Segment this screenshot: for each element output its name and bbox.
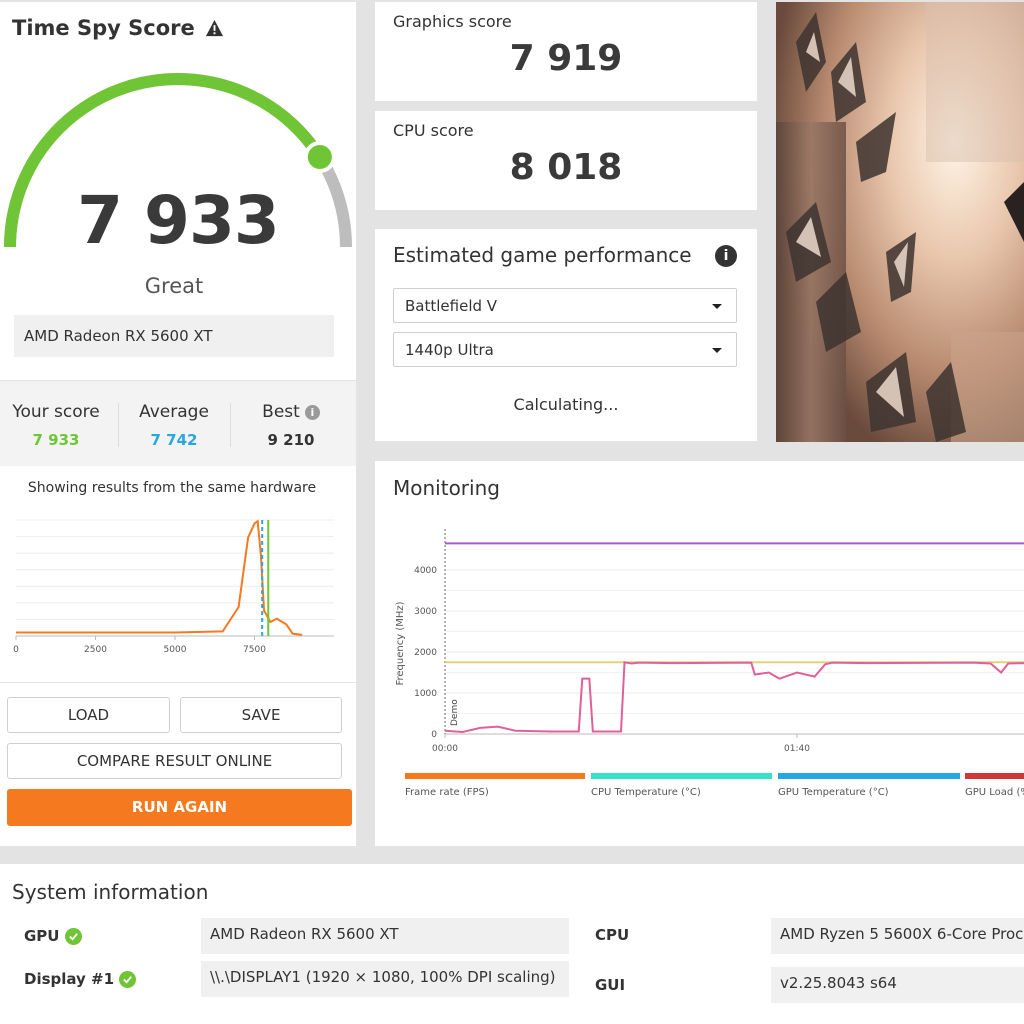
x-tick-label: 00:00: [432, 744, 458, 754]
graphics-score-card: Graphics score 7 919: [375, 2, 757, 101]
gauge-fill: [4, 73, 325, 248]
warning-icon[interactable]: [205, 19, 224, 38]
system-information-card: System information GPU AMD Radeon RX 560…: [0, 864, 1024, 1024]
best-stat: Best i 9 210: [236, 381, 346, 467]
y-tick-label: 3000: [414, 607, 437, 617]
chevron-down-icon: [712, 304, 722, 309]
gpu-label: GPU: [24, 927, 60, 945]
display-label: Display #1: [24, 970, 115, 988]
check-icon: [64, 927, 82, 945]
legend-item-frame-rate[interactable]: Frame rate (FPS): [405, 773, 585, 803]
load-button[interactable]: LOAD: [7, 697, 170, 733]
score-card: Time Spy Score 7 933 Great AMD Radeon RX…: [0, 2, 356, 846]
divider: [118, 403, 119, 447]
gpu-name: AMD Radeon RX 5600 XT: [14, 315, 334, 357]
your-score-value: 7 933: [32, 431, 80, 449]
x-tick-label: 01:40: [784, 744, 810, 754]
display-label-row: Display #1: [24, 970, 137, 988]
your-score-stat: Your score 7 933: [0, 381, 112, 467]
info-icon[interactable]: i: [304, 404, 320, 420]
average-value: 7 742: [150, 431, 198, 449]
y-tick-label: 0: [431, 730, 437, 740]
compare-online-button[interactable]: COMPARE RESULT ONLINE: [7, 743, 342, 779]
cpu-score-label: CPU score: [393, 121, 474, 140]
best-value: 9 210: [267, 431, 315, 449]
distribution-line: [16, 519, 303, 636]
legend-label: GPU Load (%): [965, 787, 1024, 798]
gpu-label-row: GPU: [24, 927, 82, 945]
y-axis-label: Frequency (MHz): [395, 601, 406, 685]
gui-value: v2.25.8043 s64: [771, 967, 1024, 1003]
total-score: 7 933: [77, 182, 280, 259]
pink-series-line: [444, 661, 1024, 733]
score-title: Time Spy Score: [12, 16, 195, 40]
chevron-down-icon: [712, 348, 722, 353]
your-score-label: Your score: [12, 402, 100, 422]
artwork-image: [776, 2, 1024, 442]
divider: [0, 682, 356, 683]
cpu-label: CPU: [595, 926, 630, 944]
performance-status: Calculating...: [513, 395, 619, 414]
y-tick-label: 1000: [414, 689, 437, 699]
monitoring-chart: 0 1000 2000 3000 4000 Frequency (MHz) 00:00 01:…: [395, 529, 1024, 754]
best-label: Best: [262, 402, 300, 422]
gauge-knob: [303, 140, 336, 173]
x-tick-label: 7500: [243, 645, 266, 655]
score-distribution-chart: 0 2500 5000 7500: [13, 519, 334, 655]
display-value: \\.\DISPLAY1 (1920 × 1080, 100% DPI scal…: [201, 961, 569, 997]
legend-swatch: [778, 773, 960, 779]
score-header: Time Spy Score: [12, 16, 224, 40]
save-button[interactable]: SAVE: [180, 697, 342, 733]
game-select-value: Battlefield V: [405, 297, 498, 315]
legend-swatch: [591, 773, 772, 779]
legend-label: CPU Temperature (°C): [591, 787, 701, 798]
legend-swatch: [965, 773, 1024, 779]
y-tick-label: 4000: [414, 566, 437, 576]
gpu-value: AMD Radeon RX 5600 XT: [201, 918, 569, 954]
annotation-demo: Demo: [450, 699, 460, 726]
legend-item-gpu-load[interactable]: GPU Load (%): [965, 773, 1024, 803]
check-icon: [119, 970, 137, 988]
system-information-title: System information: [12, 880, 209, 904]
average-label: Average: [139, 402, 209, 422]
x-tick-label: 5000: [164, 645, 187, 655]
distribution-title: Showing results from the same hardware: [27, 480, 317, 496]
score-rating: Great: [144, 274, 204, 298]
cpu-score-value: 8 018: [509, 147, 623, 188]
monitoring-title: Monitoring: [393, 476, 500, 500]
legend-item-gpu-temperature[interactable]: GPU Temperature (°C): [778, 773, 960, 803]
benchmark-artwork: [776, 2, 1024, 442]
run-again-button[interactable]: RUN AGAIN: [7, 789, 352, 826]
x-tick-label: 2500: [84, 645, 107, 655]
legend-label: Frame rate (FPS): [405, 787, 489, 798]
preset-select[interactable]: 1440p Ultra: [393, 332, 737, 367]
graphics-score-label: Graphics score: [393, 12, 512, 31]
gui-label: GUI: [595, 976, 626, 994]
legend-swatch: [405, 773, 585, 779]
score-comparison: Your score 7 933 Average 7 742 Best i 9 2…: [0, 380, 356, 466]
average-stat: Average 7 742: [118, 381, 230, 467]
graphics-score-value: 7 919: [509, 38, 623, 79]
divider: [230, 403, 231, 447]
legend-label: GPU Temperature (°C): [778, 787, 889, 798]
cpu-score-card: CPU score 8 018: [375, 111, 757, 210]
y-tick-label: 2000: [414, 648, 437, 658]
legend-item-cpu-temperature[interactable]: CPU Temperature (°C): [591, 773, 772, 803]
game-select[interactable]: Battlefield V: [393, 288, 737, 323]
info-icon[interactable]: i: [715, 245, 737, 267]
game-performance-card: Estimated game performance i Battlefield…: [375, 229, 757, 441]
x-tick-label: 0: [13, 645, 19, 655]
preset-select-value: 1440p Ultra: [405, 341, 494, 359]
monitoring-card: Monitoring 0 1000 2000 3000 4000 Frequency (M…: [375, 461, 1024, 846]
score-gauge: [4, 73, 352, 248]
cpu-value: AMD Ryzen 5 5600X 6-Core Processor: [771, 918, 1024, 954]
game-performance-title: Estimated game performance: [393, 243, 692, 267]
